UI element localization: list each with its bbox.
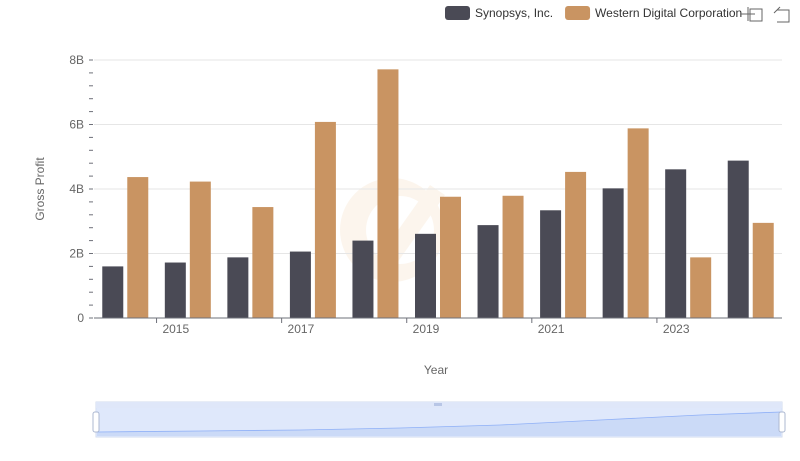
bar <box>477 225 499 318</box>
x-tick-label: 2017 <box>288 322 315 336</box>
legend-item[interactable]: Synopsys, Inc. <box>445 6 553 20</box>
slider-handle-right[interactable] <box>778 411 786 433</box>
x-tick-label: 2023 <box>663 322 690 336</box>
x-axis-labels: 2015 2017 2019 2021 2023 <box>162 322 689 336</box>
bar <box>602 188 624 318</box>
bar <box>289 251 311 318</box>
bar <box>665 169 687 318</box>
y-tick-label: 4B <box>69 182 84 196</box>
legend[interactable]: Synopsys, Inc. Western Digital Corporatio… <box>445 6 742 20</box>
bar <box>164 262 186 318</box>
legend-swatch <box>445 6 470 20</box>
y-axis-labels: 0 2B 4B 6B 8B <box>69 53 84 325</box>
y-tick-label: 0 <box>77 311 84 325</box>
legend-swatch <box>565 6 591 20</box>
bar <box>540 210 562 318</box>
bar <box>502 195 524 318</box>
bar <box>415 233 436 318</box>
bar <box>227 257 249 318</box>
bar <box>377 69 399 318</box>
y-tick-label: 6B <box>69 118 84 132</box>
bar <box>752 222 774 318</box>
bar <box>252 207 274 318</box>
x-tick-label: 2021 <box>538 322 565 336</box>
x-axis-ticks <box>156 318 658 323</box>
legend-label: Synopsys, Inc. <box>475 6 553 20</box>
zoom-select-icon[interactable] <box>741 7 763 22</box>
bar <box>189 181 211 318</box>
restore-icon[interactable] <box>773 6 790 23</box>
x-tick-label: 2015 <box>162 322 189 336</box>
y-axis-title: Gross Profit <box>33 157 47 221</box>
bar <box>440 196 461 318</box>
legend-label: Western Digital Corporation <box>595 6 742 20</box>
x-tick-label: 2019 <box>413 322 440 336</box>
legend-item[interactable]: Western Digital Corporation <box>565 6 742 20</box>
bar <box>102 266 124 318</box>
slider-preview-line <box>96 411 782 433</box>
slider-preview-area <box>97 412 781 436</box>
bar <box>727 160 749 318</box>
bar <box>352 240 374 318</box>
bar <box>627 128 649 318</box>
x-axis-title: Year <box>424 363 448 377</box>
data-zoom-slider[interactable] <box>92 401 786 438</box>
bar <box>565 171 587 318</box>
bar <box>690 257 712 318</box>
slider-handle-left[interactable] <box>92 411 100 433</box>
y-tick-label: 8B <box>69 53 84 67</box>
y-tick-label: 2B <box>69 247 84 261</box>
y-minor-ticks <box>89 59 93 319</box>
slider-move-handle[interactable] <box>434 403 442 406</box>
bars <box>102 69 774 318</box>
bar <box>127 177 149 318</box>
bar <box>314 121 336 318</box>
